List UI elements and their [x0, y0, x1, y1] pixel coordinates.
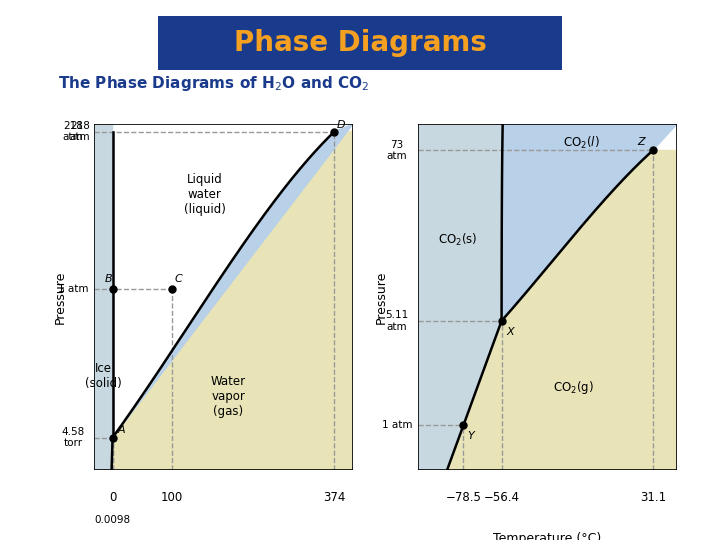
Polygon shape: [94, 132, 353, 490]
Text: 31.1: 31.1: [639, 490, 666, 503]
Text: 1 atm: 1 atm: [58, 284, 88, 294]
Text: 374: 374: [323, 490, 346, 503]
Text: CO$_2$(g): CO$_2$(g): [553, 379, 593, 396]
Text: Liquid
water
(liquid): Liquid water (liquid): [184, 173, 225, 216]
Text: Z: Z: [637, 137, 645, 147]
Text: 218
atm: 218 atm: [69, 121, 90, 143]
Polygon shape: [502, 98, 677, 321]
Text: 5.11
atm: 5.11 atm: [385, 310, 408, 332]
Text: 4.58
torr: 4.58 torr: [61, 427, 84, 448]
Text: 218
atm: 218 atm: [63, 121, 84, 143]
Text: Ice
(solid): Ice (solid): [85, 362, 122, 390]
Text: Pressure: Pressure: [53, 271, 66, 323]
Text: Phase Diagrams: Phase Diagrams: [233, 29, 487, 57]
Text: 100: 100: [161, 490, 183, 503]
Text: 73
atm: 73 atm: [387, 140, 408, 161]
Text: −78.5: −78.5: [446, 490, 482, 503]
Text: Pressure: Pressure: [375, 271, 388, 323]
Text: CO$_2$($\it{l}$): CO$_2$($\it{l}$): [564, 135, 600, 151]
Polygon shape: [94, 124, 112, 490]
Text: Temperature (°C): Temperature (°C): [493, 532, 601, 540]
Text: A: A: [117, 426, 125, 435]
Text: Y: Y: [467, 431, 474, 441]
Text: X: X: [506, 327, 514, 337]
Text: −56.4: −56.4: [484, 490, 520, 503]
Text: CO$_2$(s): CO$_2$(s): [438, 232, 477, 248]
Polygon shape: [418, 98, 506, 514]
Text: The Phase Diagrams of H$_2$O and CO$_2$: The Phase Diagrams of H$_2$O and CO$_2$: [58, 74, 369, 93]
Polygon shape: [112, 124, 353, 437]
Text: B: B: [105, 274, 112, 285]
Text: Water
vapor
(gas): Water vapor (gas): [211, 375, 246, 417]
Text: 0.0098: 0.0098: [94, 515, 130, 525]
Polygon shape: [418, 151, 677, 514]
Text: 0: 0: [109, 490, 116, 503]
Text: D: D: [337, 120, 346, 130]
Text: 1 atm: 1 atm: [382, 420, 412, 430]
Text: C: C: [174, 274, 182, 285]
